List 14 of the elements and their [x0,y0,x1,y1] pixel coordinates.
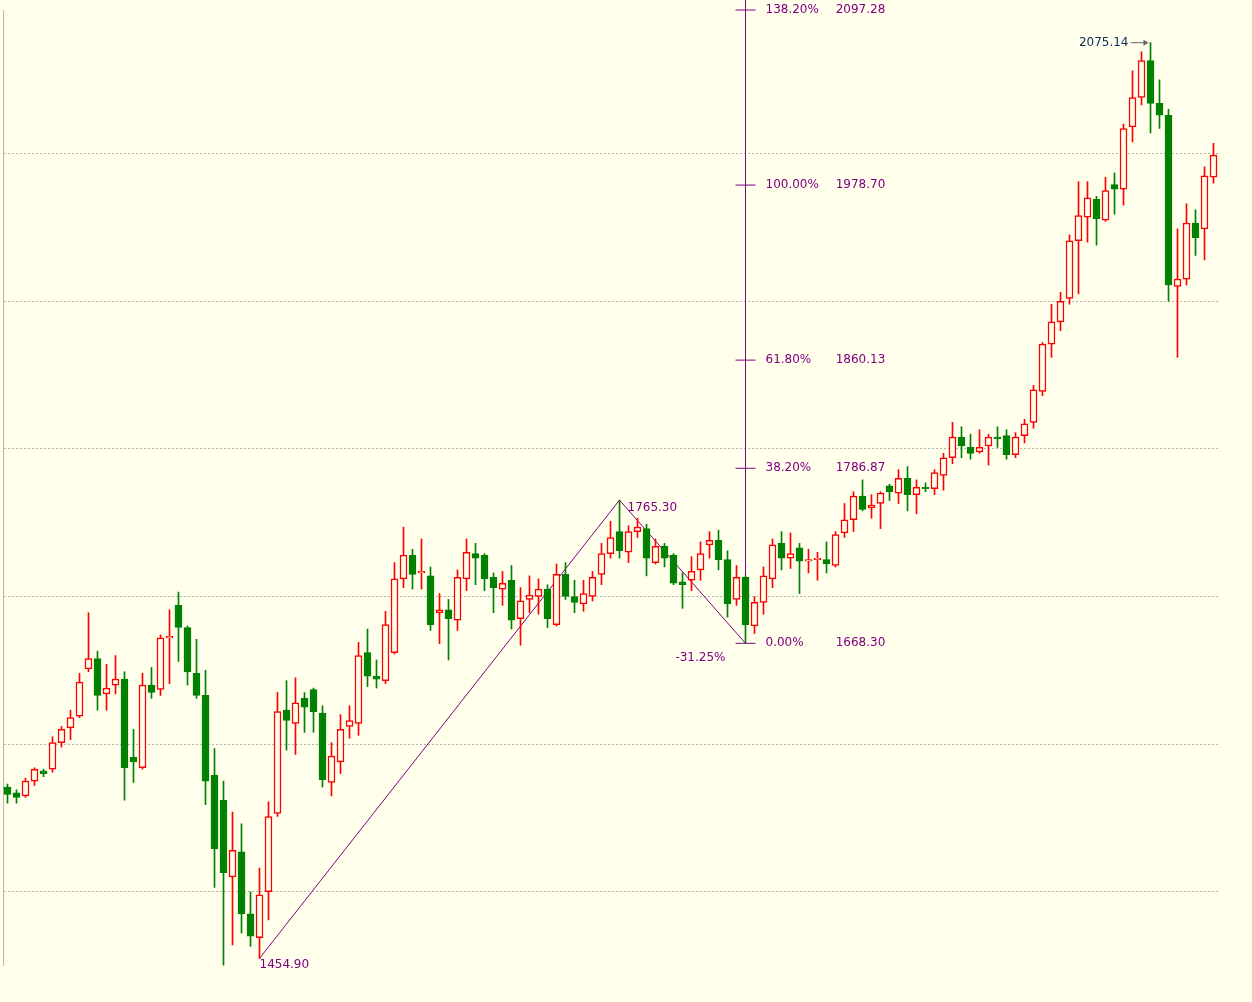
annotation: 138.20% [765,2,819,17]
annotation: 2075.14 [1078,34,1129,49]
annotation: 61.80% [765,352,812,367]
annotation: 0.00% [765,635,804,650]
y-tick-label: 1978.70 [835,177,886,192]
annotation: 38.20% [765,460,812,475]
y-tick-label: 1860.13 [835,352,886,367]
annotation: -31.25% [675,650,726,665]
y-tick-label: 1668.30 [835,635,886,650]
annotation: 1454.90 [259,957,310,972]
y-tick-label: 1786.87 [835,460,886,475]
y-tick-label: 2097.28 [835,2,886,17]
annotation: 1765.30 [627,500,678,515]
annotation: 100.00% [765,177,819,192]
